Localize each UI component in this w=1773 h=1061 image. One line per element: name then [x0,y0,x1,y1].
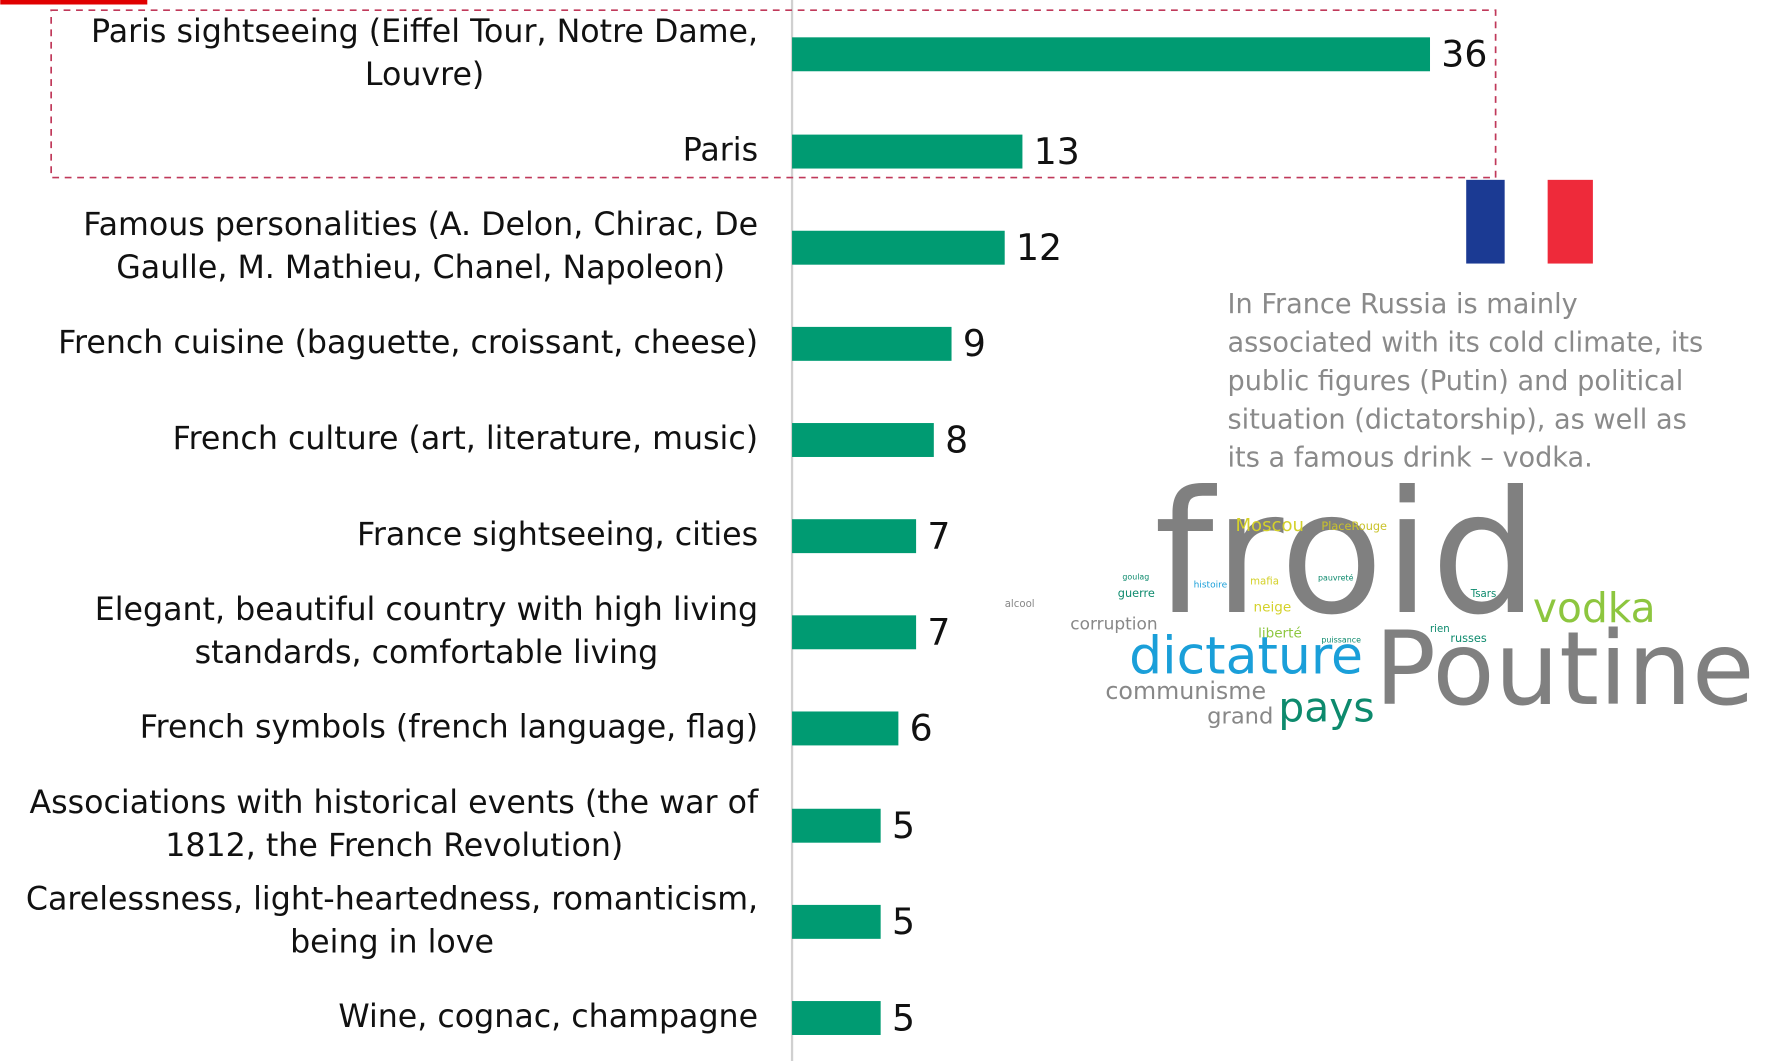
annotation: associated with its cold climate, its [1228,327,1704,358]
cloud-word: rien [1430,624,1450,635]
category-label: being in love [290,924,494,960]
value-label: 8 [945,418,968,461]
annotation: its a famous drink – vodka. [1228,443,1593,474]
category-label: Elegant, beautiful country with high liv… [95,592,758,628]
category-label: France sightseeing, cities [357,517,758,553]
annotation: In France Russia is mainly [1228,289,1578,320]
value-label: 13 [1034,130,1080,173]
bar [792,134,1023,169]
cloud-word: communisme [1105,677,1266,705]
category-label: Gaulle, M. Mathieu, Chanel, Napoleon) [116,250,725,286]
value-label: 5 [892,996,915,1039]
bar [792,423,934,457]
cloud-word: froid [1154,456,1538,653]
category-label: Paris sightseeing (Eiffel Tour, Notre Da… [91,14,758,50]
cloud-word: pays [1278,683,1374,731]
value-label: 12 [1016,226,1062,269]
cloud-word: neige [1254,599,1292,615]
bar [792,711,899,746]
cloud-word: liberté [1258,625,1302,641]
category-label: Carelessness, light-heartedness, romanti… [26,881,758,917]
bar [792,808,881,843]
value-label: 5 [892,900,915,943]
cloud-word: Moscou [1235,515,1304,536]
category-label: Wine, cognac, champagne [338,999,758,1035]
cloud-word: russes [1450,632,1487,645]
cloud-word: Poutine [1375,611,1755,729]
cloud-word: corruption [1070,613,1157,633]
cloud-word: grand [1207,704,1273,730]
category-label: French symbols (french language, flag) [140,709,758,745]
cloud-word: mafia [1250,576,1279,587]
flag-blue [1466,179,1505,264]
value-label: 36 [1441,33,1487,76]
bar [792,230,1005,265]
annotation: situation (dictatorship), as well as [1228,404,1687,435]
annotation: public figures (Putin) and political [1228,366,1684,397]
category-label: standards, comfortable living [195,635,659,671]
cloud-word: PlaceRouge [1321,520,1387,533]
bar [792,1001,881,1035]
category-label: French culture (art, literature, music) [173,421,758,457]
category-label: 1812, the French Revolution) [165,828,623,864]
value-label: 7 [927,611,950,654]
cloud-word: pauvreté [1318,573,1354,583]
bar [792,615,917,650]
category-label: Louvre) [365,57,484,93]
cloud-word: Tsars [1470,589,1497,600]
bar [792,904,881,939]
cloud-word: vodka [1533,584,1656,632]
bar [792,519,917,554]
bar [792,326,952,361]
cloud-word: dictature [1129,626,1363,686]
value-label: 9 [963,322,986,365]
cloud-word: puissance [1321,636,1361,645]
category-label: Associations with historical events (the… [30,785,759,821]
value-label: 6 [910,707,933,750]
flag-red [1547,179,1593,264]
highlight-box [50,9,1497,179]
value-label: 7 [927,514,950,557]
flag [1466,179,1593,264]
bar [792,37,1431,72]
cloud-word: goulag [1122,572,1149,581]
cloud-word: alcool [1005,599,1035,610]
category-label: Famous personalities (A. Delon, Chirac, … [83,207,758,243]
value-label: 5 [892,804,915,847]
cloud-word: guerre [1118,587,1155,600]
category-label: French cuisine (baguette, croissant, che… [58,325,758,361]
cloud-word: histoire [1194,580,1228,590]
category-label: Paris [683,133,758,169]
